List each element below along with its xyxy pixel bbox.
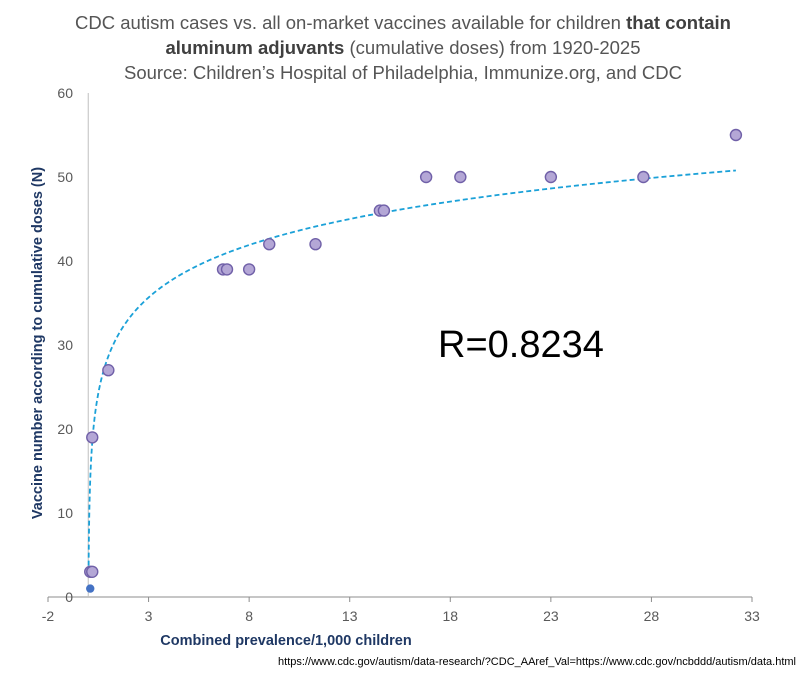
title-line-1: CDC autism cases vs. all on-market vacci… bbox=[0, 10, 806, 35]
title-bold-1: that contain bbox=[626, 12, 731, 33]
title-bold-2: aluminum adjuvants bbox=[165, 37, 345, 58]
x-tick-label: 18 bbox=[442, 608, 458, 624]
data-point-14 bbox=[544, 170, 558, 184]
r-value-annotation: R=0.8234 bbox=[438, 324, 604, 366]
x-tick-label: 23 bbox=[543, 608, 559, 624]
data-point-15 bbox=[637, 170, 650, 184]
data-point-8 bbox=[263, 237, 276, 251]
data-point-11 bbox=[377, 204, 391, 217]
y-tick-label: 30 bbox=[57, 337, 73, 353]
y-tick-label: 10 bbox=[57, 505, 73, 521]
data-point-9 bbox=[309, 237, 322, 251]
axes: -2 3 8 13 18 23 28 33 0 10 20 30 40 50 60 bbox=[42, 85, 760, 624]
data-point-12 bbox=[419, 170, 433, 184]
y-tick-label: 0 bbox=[65, 589, 73, 605]
x-tick-label: 3 bbox=[145, 608, 153, 624]
x-tick-label: 8 bbox=[245, 608, 253, 624]
y-axis-label: Vaccine number according to cumulative d… bbox=[30, 167, 46, 519]
y-tick-label: 40 bbox=[57, 253, 73, 269]
y-tick-label: 60 bbox=[57, 85, 73, 101]
data-point-2 bbox=[86, 565, 99, 578]
title-line-2: aluminum adjuvants (cumulative doses) fr… bbox=[0, 35, 806, 60]
data-points bbox=[84, 128, 743, 593]
x-tick-label: -2 bbox=[42, 608, 55, 624]
data-point-4 bbox=[102, 364, 115, 377]
data-point-7 bbox=[242, 263, 256, 276]
title-text-2: (cumulative doses) from 1920-2025 bbox=[344, 37, 641, 58]
data-point-0 bbox=[86, 584, 95, 593]
x-tick-label: 28 bbox=[644, 608, 660, 624]
x-axis-label: Combined prevalence/1,000 children bbox=[160, 633, 411, 649]
title-text-1: CDC autism cases vs. all on-market vacci… bbox=[75, 12, 627, 33]
y-tick-label: 50 bbox=[57, 169, 73, 185]
chart-subtitle: Source: Children’s Hospital of Philadelp… bbox=[123, 62, 683, 83]
x-tick-label: 33 bbox=[744, 608, 760, 624]
data-point-13 bbox=[454, 170, 467, 184]
data-point-16 bbox=[729, 128, 743, 142]
trendline bbox=[87, 169, 736, 566]
data-point-6 bbox=[220, 263, 234, 276]
axis-labels: Combined prevalence/1,000 children Vaccin… bbox=[30, 167, 604, 649]
source-url: https://www.cdc.gov/autism/data-research… bbox=[278, 656, 796, 668]
trendline-path bbox=[87, 169, 736, 566]
chart-title: CDC autism cases vs. all on-market vacci… bbox=[0, 10, 806, 85]
y-tick-label: 20 bbox=[57, 421, 73, 437]
data-point-3 bbox=[86, 431, 99, 444]
x-tick-label: 13 bbox=[342, 608, 358, 624]
